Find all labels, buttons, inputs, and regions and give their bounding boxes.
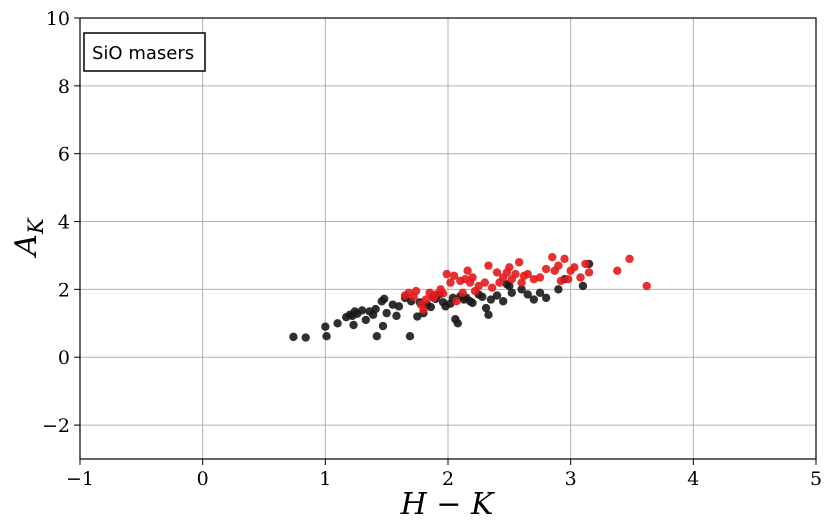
x-tick-label: 4 — [687, 468, 699, 490]
black-data-point — [541, 293, 551, 303]
red-data-point — [511, 269, 520, 279]
red-data-point — [560, 254, 569, 264]
red-data-point — [548, 252, 557, 262]
y-tick-label: 0 — [58, 347, 70, 369]
red-data-point — [564, 275, 573, 284]
red-data-point — [468, 273, 477, 282]
black-data-point — [478, 292, 487, 302]
black-data-point — [486, 295, 496, 304]
red-data-point — [556, 276, 566, 286]
black-data-point — [289, 332, 298, 342]
red-data-point — [474, 281, 483, 291]
red-data-point — [458, 288, 467, 297]
red-data-point — [541, 264, 551, 274]
red-data-point — [442, 269, 451, 279]
black-data-point — [405, 331, 415, 341]
axis-ticks: −1 0 1 2 3 4 5 −2 0 2 4 6 8 10 — [42, 8, 822, 490]
black-data-point — [371, 304, 380, 314]
black-data-point — [413, 312, 422, 321]
red-data-point — [584, 268, 594, 277]
black-data-point — [499, 297, 508, 306]
black-data-point — [372, 331, 382, 341]
black-data-point — [394, 302, 404, 311]
black-data-point — [529, 295, 539, 304]
red-data-point — [487, 283, 497, 292]
black-data-point — [505, 281, 514, 291]
black-data-point — [349, 320, 358, 330]
x-tick-label: 1 — [319, 468, 331, 490]
black-data-point — [321, 322, 330, 331]
black-data-point — [380, 294, 389, 304]
black-data-point — [468, 298, 477, 308]
red-data-point — [613, 266, 622, 275]
black-data-point — [481, 303, 491, 313]
red-data-point — [505, 263, 514, 272]
annotation-box: SiO masers — [83, 32, 206, 72]
black-data-point — [357, 306, 367, 315]
black-data-point — [301, 333, 310, 342]
x-tick-label: −1 — [66, 468, 94, 490]
y-axis-title: AK — [9, 217, 48, 259]
y-tick-label: 2 — [58, 279, 70, 301]
red-data-point — [419, 305, 428, 314]
grid — [79, 17, 817, 459]
red-data-point — [438, 289, 448, 298]
x-tick-label: 0 — [197, 468, 209, 490]
black-data-point — [484, 310, 493, 320]
red-data-point — [570, 263, 579, 272]
red-data-point — [554, 261, 563, 270]
black-data-point — [392, 311, 401, 321]
black-data-point — [378, 321, 388, 331]
y-tick-label: −2 — [42, 415, 70, 437]
black-data-point — [426, 302, 436, 312]
black-data-point — [322, 331, 331, 341]
red-data-point — [492, 268, 502, 277]
annotation-label: SiO masers — [92, 43, 194, 64]
red-data-point — [642, 281, 651, 291]
black-data-point — [382, 308, 391, 318]
red-data-point — [523, 269, 532, 279]
red-data-point — [480, 278, 489, 287]
black-data-point — [535, 288, 545, 297]
data-points — [289, 252, 651, 342]
black-data-point — [517, 285, 526, 294]
black-data-point — [578, 281, 588, 291]
x-tick-label: 3 — [565, 468, 577, 490]
red-data-point — [421, 295, 431, 304]
black-data-point — [554, 285, 563, 294]
x-tick-label: 2 — [442, 468, 454, 490]
y-tick-label: 6 — [58, 144, 70, 166]
red-data-point — [576, 273, 585, 282]
red-data-point — [484, 261, 493, 270]
black-data-point — [453, 319, 463, 328]
red-data-point — [452, 297, 461, 306]
red-data-point — [517, 278, 526, 287]
y-axis-title-main: A — [9, 234, 44, 259]
x-axis-title: H − K — [400, 487, 495, 522]
red-data-point — [581, 259, 590, 269]
black-data-point — [361, 315, 371, 325]
black-data-point — [492, 291, 502, 300]
red-data-point — [514, 258, 524, 267]
svg-text:AK: AK — [9, 217, 48, 259]
y-axis-title-subscript: K — [24, 217, 48, 235]
y-tick-label: 8 — [58, 76, 70, 98]
red-data-point — [411, 286, 421, 296]
y-tick-label: 4 — [58, 212, 70, 234]
red-data-point — [446, 278, 455, 287]
red-data-point — [625, 254, 634, 264]
red-data-point — [449, 271, 459, 281]
black-data-point — [523, 290, 532, 299]
red-data-point — [463, 266, 472, 275]
black-data-point — [333, 319, 342, 328]
black-data-point — [507, 288, 516, 297]
y-tick-label: 10 — [46, 8, 70, 30]
x-tick-label: 5 — [810, 468, 822, 490]
red-data-point — [535, 273, 545, 282]
